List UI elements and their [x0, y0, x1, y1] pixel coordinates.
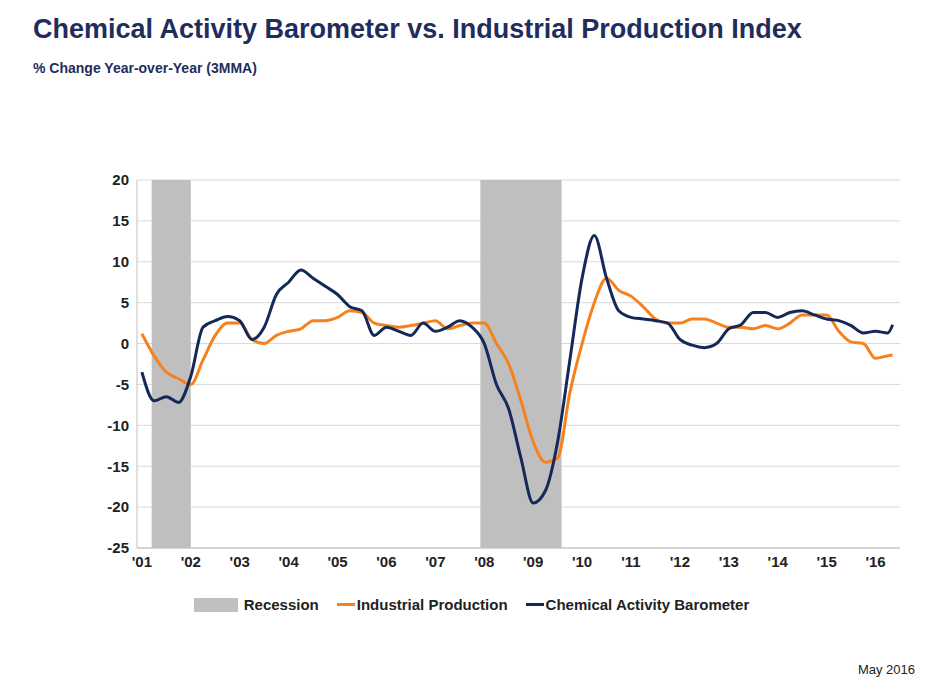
- svg-text:15: 15: [112, 212, 129, 229]
- svg-text:'10: '10: [572, 553, 592, 570]
- html-text:Chemical Activity Barometer: Chemical Activity Barometer: [545, 596, 750, 613]
- html-text:% Change Year-over-Year (3MMA): % Change Year-over-Year (3MMA): [33, 60, 257, 76]
- svg-text:'03: '03: [230, 553, 250, 570]
- svg-text:'08: '08: [474, 553, 494, 570]
- svg-text:'12: '12: [670, 553, 690, 570]
- svg-text:'09: '09: [523, 553, 543, 570]
- svg-text:-25: -25: [107, 539, 129, 556]
- html-text:Industrial Production: Industrial Production: [356, 596, 508, 613]
- svg-text:'15: '15: [817, 553, 837, 570]
- svg-text:'02: '02: [181, 553, 201, 570]
- svg-text:-15: -15: [107, 458, 129, 475]
- svg-text:-10: -10: [107, 417, 129, 434]
- svg-text:20: 20: [112, 171, 129, 188]
- svg-text:'14: '14: [768, 553, 789, 570]
- svg-text:10: 10: [112, 253, 129, 270]
- html-text:Chemical Activity Barometer vs: Chemical Activity Barometer vs. Industri…: [33, 14, 802, 44]
- svg-text:'05: '05: [327, 553, 347, 570]
- svg-text:-5: -5: [116, 376, 129, 393]
- svg-text:'01: '01: [132, 553, 152, 570]
- svg-text:'11: '11: [621, 553, 640, 570]
- svg-text:'06: '06: [376, 553, 396, 570]
- html-text:Recession: Recession: [243, 596, 319, 613]
- svg-text:'13: '13: [719, 553, 739, 570]
- svg-text:'16: '16: [865, 553, 885, 570]
- svg-text:'04: '04: [278, 553, 299, 570]
- svg-text:-20: -20: [107, 498, 129, 515]
- svg-text:0: 0: [121, 335, 129, 352]
- svg-text:5: 5: [121, 294, 129, 311]
- svg-text:'07: '07: [425, 553, 445, 570]
- html-text:May 2016: May 2016: [857, 662, 915, 677]
